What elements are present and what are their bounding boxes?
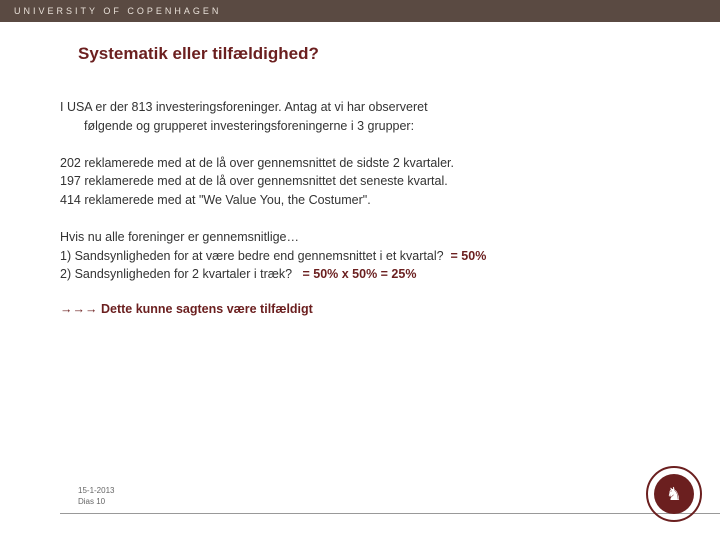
footer-date: 15-1-2013 [78, 486, 114, 495]
answer-2: = 50% x 50% = 25% [302, 267, 416, 281]
slide-title: Systematik eller tilfældighed? [78, 44, 660, 64]
seal-ring: ♞ [646, 466, 702, 522]
group-line-3: 414 reklamerede med at "We Value You, th… [60, 193, 371, 207]
intro-paragraph: I USA er der 813 investeringsforeninger.… [60, 98, 660, 136]
groups-paragraph: 202 reklamerede med at de lå over gennem… [60, 154, 660, 210]
conclusion-line: →→→ Dette kunne sagtens være tilfældigt [60, 302, 660, 316]
group-line-2: 197 reklamerede med at de lå over gennem… [60, 174, 448, 188]
question-2: 2) Sandsynligheden for 2 kvartaler i træ… [60, 267, 292, 281]
footer-meta: 15-1-2013 Dias 10 [78, 486, 720, 507]
university-name: UNIVERSITY OF COPENHAGEN [14, 6, 221, 16]
seal-glyph: ♞ [666, 484, 682, 505]
intro-line-1: I USA er der 813 investeringsforeninger.… [60, 100, 428, 114]
footer-slide-number: Dias 10 [78, 497, 105, 506]
arrow-icon: →→→ [60, 302, 98, 316]
group-line-1: 202 reklamerede med at de lå over gennem… [60, 156, 454, 170]
footer-divider [60, 513, 720, 514]
seal-icon: ♞ [654, 474, 694, 514]
university-seal: ♞ [646, 466, 702, 522]
hypothesis-line: Hvis nu alle foreninger er gennemsnitlig… [60, 230, 299, 244]
slide-content: Systematik eller tilfældighed? I USA er … [0, 22, 720, 316]
intro-line-2: følgende og grupperet investeringsforeni… [60, 117, 660, 136]
question-1: 1) Sandsynligheden for at være bedre end… [60, 249, 444, 263]
university-topbar: UNIVERSITY OF COPENHAGEN [0, 0, 720, 22]
slide-footer: 15-1-2013 Dias 10 [60, 486, 720, 514]
answer-1: = 50% [451, 249, 487, 263]
conclusion-text: Dette kunne sagtens være tilfældigt [98, 302, 313, 316]
questions-paragraph: Hvis nu alle foreninger er gennemsnitlig… [60, 228, 660, 284]
